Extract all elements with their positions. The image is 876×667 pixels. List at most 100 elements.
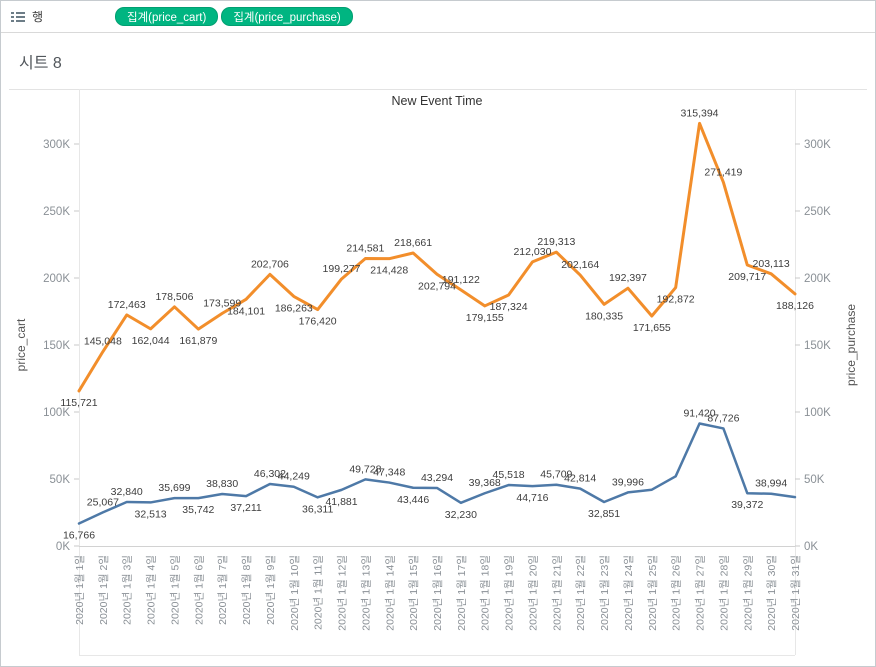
pill-price-purchase[interactable]: 집계(price_purchase): [221, 7, 353, 26]
value-label-price_cart: 173,599: [203, 297, 241, 309]
value-label-price_cart: 199,277: [323, 263, 361, 275]
y-right-tick-label: 250K: [804, 206, 831, 218]
x-axis-label: 2020년 1월 31일: [789, 555, 802, 631]
value-label-price_purchase: 91,420: [683, 407, 715, 419]
x-axis-label: 2020년 1월 28일: [717, 555, 730, 631]
y-right-tick-label: 50K: [804, 474, 825, 486]
y-left-tick-label: 250K: [43, 206, 70, 218]
value-label-price_cart: 192,872: [657, 294, 695, 306]
value-label-price_cart: 115,721: [60, 397, 97, 409]
x-axis-label: 2020년 1월 5일: [168, 555, 181, 625]
x-axis-label: 2020년 1월 8일: [240, 555, 253, 625]
value-label-price_purchase: 38,830: [206, 478, 238, 490]
series-line-price_purchase[interactable]: [77, 422, 797, 525]
value-label-price_purchase: 32,840: [111, 486, 143, 498]
value-label-price_cart: 219,313: [537, 236, 575, 248]
x-axis-label: 2020년 1월 16일: [431, 555, 444, 631]
value-label-price_purchase: 25,067: [87, 496, 119, 508]
x-axis-label: 2020년 1월 15일: [407, 555, 420, 631]
rows-shelf-label: 행: [32, 10, 44, 24]
value-label-price_purchase: 46,302: [254, 468, 286, 480]
value-label-price_purchase: 87,726: [707, 412, 739, 424]
x-axis-label: 2020년 1월 10일: [288, 555, 301, 631]
value-label-price_cart: 212,030: [513, 246, 551, 258]
series-line-price_cart[interactable]: [77, 121, 797, 393]
value-label-price_purchase: 32,230: [445, 509, 477, 521]
x-axis-label: 2020년 1월 22일: [574, 555, 587, 631]
x-axis-label: 2020년 1월 11일: [312, 555, 325, 630]
value-label-price_purchase: 38,994: [755, 478, 787, 490]
value-label-price_purchase: 39,368: [469, 477, 501, 489]
y-left-tick-label: 0K: [56, 541, 70, 553]
sheet-title: 시트 8: [19, 55, 62, 72]
value-label-price_cart: 179,155: [466, 312, 504, 324]
x-axis-label: 2020년 1월 21일: [550, 555, 563, 631]
value-label-price_cart: 171,655: [633, 322, 671, 334]
y-left-tick-label: 100K: [43, 407, 70, 419]
pill-price-cart[interactable]: 집계(price_cart): [115, 7, 219, 26]
value-label-price_purchase: 44,716: [516, 492, 548, 504]
x-axis-label: 2020년 1월 2일: [97, 555, 110, 625]
value-label-price_cart: 187,324: [490, 301, 528, 313]
value-label-price_purchase: 42,814: [564, 473, 596, 485]
y-left-tick-label: 150K: [43, 340, 70, 352]
value-label-price_purchase: 41,881: [325, 496, 357, 508]
y-right-tick-label: 200K: [804, 273, 831, 285]
x-axis-label: 2020년 1월 12일: [336, 555, 349, 631]
x-axis-label: 2020년 1월 26일: [670, 555, 683, 631]
value-label-price_purchase: 16,766: [63, 530, 95, 542]
x-axis-label: 2020년 1월 19일: [503, 555, 516, 631]
value-label-price_purchase: 39,996: [612, 476, 644, 488]
y-right-tick-label: 0K: [804, 541, 818, 553]
x-axis-label: 2020년 1월 3일: [121, 555, 134, 625]
x-axis-label: 2020년 1월 25일: [646, 555, 659, 631]
value-label-price_cart: 203,113: [753, 258, 790, 270]
value-label-price_cart: 161,879: [179, 335, 217, 347]
value-label-price_cart: 202,164: [561, 259, 599, 271]
x-axis-label: 2020년 1월 23일: [598, 555, 611, 631]
value-label-price_cart: 202,706: [251, 258, 289, 270]
value-label-price_purchase: 47,348: [373, 467, 405, 479]
x-axis-label: 2020년 1월 24일: [622, 555, 635, 631]
value-label-price_cart: 192,397: [609, 272, 647, 284]
chart-svg: New Event Time 0K 0K 50K 50K 100K 100K 150K 150K…: [9, 89, 867, 656]
rows-shelf-pills: 집계(price_cart) 집계(price_purchase): [115, 7, 353, 26]
y-right-tick-label: 300K: [804, 139, 831, 151]
x-axis-label: 2020년 1월 17일: [455, 555, 468, 631]
value-label-price_cart: 172,463: [108, 299, 146, 311]
value-label-price_purchase: 43,294: [421, 472, 453, 484]
x-axis-label: 2020년 1월 4일: [145, 555, 158, 625]
value-label-price_purchase: 35,699: [158, 482, 190, 494]
x-axis-label: 2020년 1월 20일: [526, 555, 539, 631]
value-label-price_cart: 180,335: [585, 310, 623, 322]
y-left-axis-title: price_cart: [14, 318, 28, 371]
y-left-tick-label: 50K: [50, 474, 71, 486]
y-left-tick-label: 300K: [43, 139, 70, 151]
x-axis-label: 2020년 1월 6일: [192, 555, 205, 625]
value-label-price_purchase: 39,372: [731, 499, 763, 511]
x-axis-label: 2020년 1월 1일: [73, 555, 86, 625]
value-label-price_purchase: 32,513: [135, 508, 167, 520]
value-label-price_purchase: 43,446: [397, 494, 429, 506]
y-left-tick-label: 200K: [43, 273, 70, 285]
x-axis-label: 2020년 1월 14일: [383, 555, 396, 631]
value-label-price_cart: 191,122: [442, 274, 480, 286]
value-label-price_purchase: 37,211: [230, 502, 261, 514]
value-label-price_purchase: 45,518: [493, 469, 525, 481]
x-axis-label: 2020년 1월 27일: [694, 555, 707, 631]
value-label-price_cart: 186,263: [275, 302, 313, 314]
value-label-price_cart: 209,717: [728, 271, 766, 283]
value-label-price_purchase: 32,851: [588, 508, 620, 520]
value-label-price_purchase: 44,249: [278, 471, 310, 483]
value-label-price_cart: 176,420: [299, 316, 337, 328]
x-axis-label: 2020년 1월 9일: [264, 555, 277, 625]
rows-shelf-icon: [11, 11, 25, 23]
x-axis-label: 2020년 1월 18일: [479, 555, 492, 631]
x-axis-label: 2020년 1월 30일: [765, 555, 778, 631]
value-label-price_cart: 162,044: [132, 335, 170, 347]
x-axis-label: 2020년 1월 29일: [741, 555, 754, 631]
value-label-price_cart: 214,581: [346, 242, 384, 254]
chart-title: New Event Time: [391, 94, 482, 108]
x-axis-label: 2020년 1월 7일: [216, 555, 229, 625]
